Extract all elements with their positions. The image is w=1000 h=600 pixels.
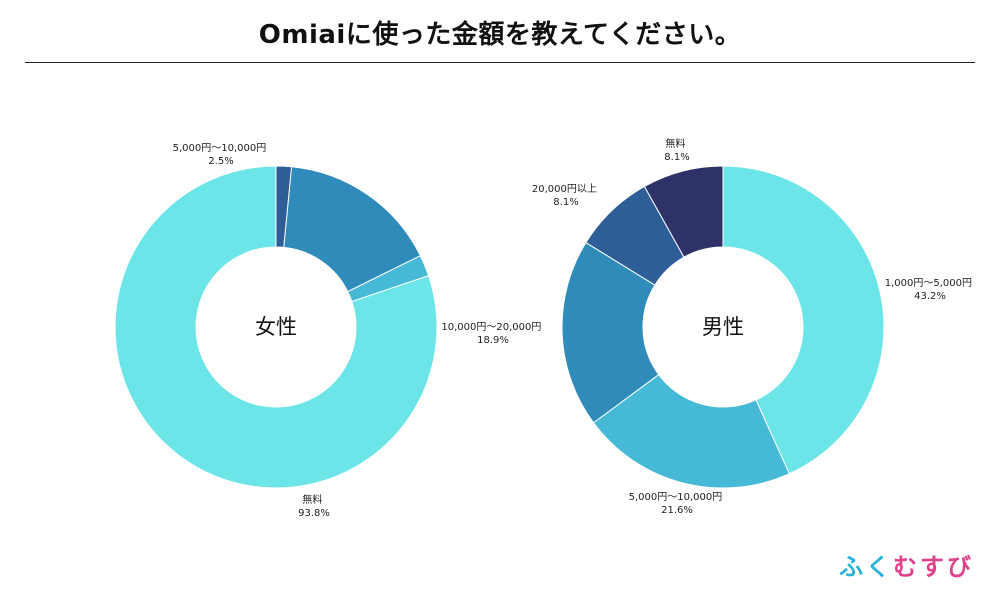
donut-slice [561, 241, 660, 424]
donut-slice [114, 165, 438, 489]
slice-label-female-free: 無料 93.8% [298, 493, 330, 519]
donut-chart-male: 男性 1,000円〜5,000円 43.2% 5,000円〜10,000円 21… [532, 137, 975, 516]
donut-slice [275, 165, 293, 248]
donut-slice [592, 373, 790, 489]
donut-center-label-male: 男性 [702, 315, 744, 339]
logo-char: す [920, 553, 947, 581]
donut-chart-female: 女性 無料 93.8% 5,000円〜10,000円 2.5% 10,000円〜… [114, 143, 544, 519]
logo-char: び [947, 553, 974, 581]
donut-slice [722, 165, 885, 475]
slice-label-male-5000-10000: 5,000円〜10,000円 21.6% [629, 492, 726, 516]
brand-logo: ふくむすび [839, 547, 974, 582]
logo-char: く [866, 553, 893, 581]
slice-label-female-5000-10000: 5,000円〜10,000円 2.5% [173, 143, 270, 167]
slice-label-male-20000-plus: 20,000円以上 8.1% [532, 183, 600, 208]
donut-slice [643, 165, 724, 258]
logo-char: む [893, 553, 920, 581]
slice-label-female-10000-20000: 10,000円〜20,000円 18.9% [441, 322, 544, 346]
donut-center-label-female: 女性 [255, 315, 297, 339]
logo-char: ふ [839, 553, 866, 581]
donut-slice [283, 166, 421, 293]
title-divider [25, 62, 975, 63]
slice-label-male-free: 無料 8.1% [664, 137, 689, 163]
slice-label-male-1000-5000: 1,000円〜5,000円 43.2% [885, 278, 975, 302]
chart-title: Omiaiに使った金額を教えてください。 [258, 20, 742, 50]
